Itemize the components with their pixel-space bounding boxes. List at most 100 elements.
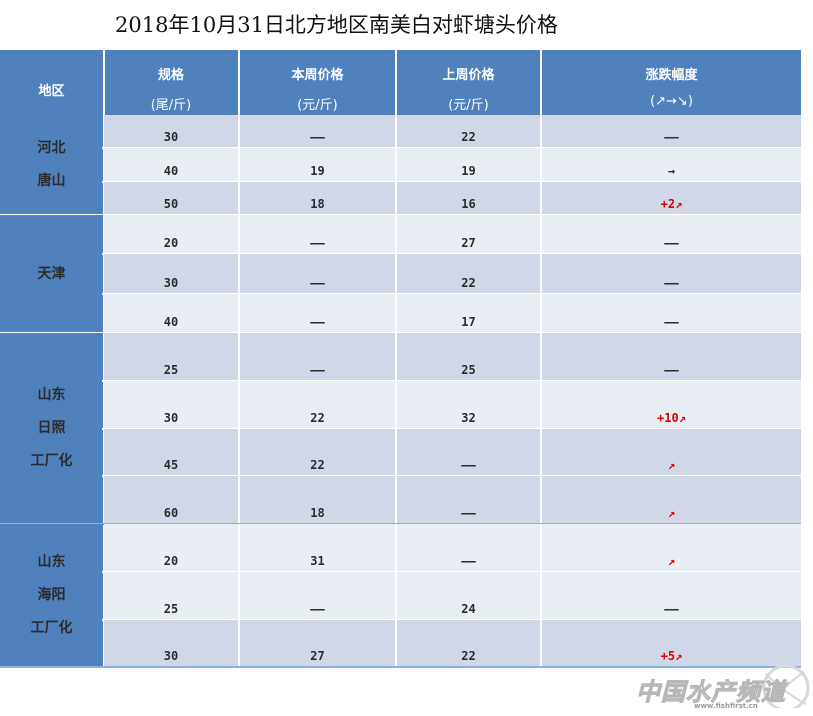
region-label: 工厂化 [30, 620, 73, 636]
header-last-week: 上周价格 (元/斤) [397, 50, 540, 115]
column-divider [540, 429, 542, 476]
spec-cell: 30 [163, 130, 179, 144]
region-label: 天津 [37, 265, 66, 282]
change-cell: ↗ [667, 554, 676, 568]
spec-cell: 30 [163, 276, 179, 290]
table-row: 20 —— 27 —— [104, 215, 801, 254]
column-divider [238, 115, 240, 148]
spec-cell: 30 [163, 649, 179, 663]
column-divider [238, 572, 240, 620]
last-week-cell: —— [461, 458, 476, 472]
globe-icon [762, 664, 810, 708]
this-week-cell: 31 [310, 554, 325, 568]
column-divider [238, 524, 240, 572]
spec-cell: 25 [163, 363, 179, 377]
header-region: 地区 [0, 50, 103, 115]
this-week-cell: 19 [310, 164, 325, 178]
last-week-cell: 25 [461, 363, 476, 377]
change-cell: —— [664, 363, 679, 377]
column-divider [540, 476, 542, 524]
region-cell: 山东 日照 工厂化 [0, 333, 103, 524]
table-row: 30 —— 22 —— [104, 254, 801, 294]
table-row: 40 —— 17 —— [104, 294, 801, 333]
column-divider [238, 182, 240, 215]
change-cell: ↗ [667, 506, 676, 520]
column-divider [540, 182, 542, 215]
column-divider [238, 476, 240, 524]
column-divider [540, 620, 542, 667]
column-divider [238, 294, 240, 333]
this-week-cell: —— [310, 130, 325, 144]
this-week-cell: —— [310, 602, 325, 616]
region-label: 工厂化 [30, 453, 73, 469]
region-label: 山东 [37, 554, 66, 570]
column-divider [540, 333, 542, 381]
column-divider [540, 215, 542, 254]
column-divider [395, 215, 397, 254]
change-cell: → [667, 164, 676, 178]
change-cell: ↗ [667, 458, 676, 472]
this-week-cell: 18 [310, 506, 325, 520]
header-divider [103, 50, 105, 115]
header-this-week-label: 本周价格 [291, 68, 344, 83]
table-row: 25 —— 25 —— [104, 333, 801, 381]
header-this-week-unit: (元/斤) [297, 98, 338, 113]
change-cell: —— [664, 130, 679, 144]
this-week-cell: 18 [310, 197, 325, 211]
last-week-cell: 27 [461, 236, 476, 250]
table-row: 45 22 —— ↗ [104, 429, 801, 476]
header-change-label: 涨跌幅度 [645, 68, 698, 83]
column-divider [540, 381, 542, 429]
last-week-cell: 24 [461, 602, 476, 616]
column-divider [238, 381, 240, 429]
header-divider [540, 50, 542, 115]
change-cell: —— [664, 602, 679, 616]
region-label: 河北 [37, 140, 66, 156]
header-change: 涨跌幅度 (↗→↘) [542, 50, 801, 115]
header-this-week: 本周价格 (元/斤) [240, 50, 395, 115]
column-divider [395, 524, 397, 572]
table-row: 60 18 —— ↗ [104, 476, 801, 524]
spec-cell: 20 [163, 554, 179, 568]
header-region-label: 地区 [38, 84, 65, 99]
column-divider [395, 182, 397, 215]
table-row: 30 27 22 +5↗ [104, 620, 801, 667]
column-divider [238, 215, 240, 254]
change-cell: +2↗ [660, 197, 683, 211]
change-cell: +10↗ [657, 411, 686, 425]
column-divider [540, 572, 542, 620]
header-spec: 规格 (尾/斤) [104, 50, 238, 115]
column-divider [540, 294, 542, 333]
header-divider [238, 50, 240, 115]
this-week-cell: —— [310, 236, 325, 250]
header-divider [395, 50, 397, 115]
column-divider [238, 148, 240, 182]
last-week-cell: 22 [461, 276, 476, 290]
spec-cell: 45 [163, 458, 179, 472]
column-divider [540, 524, 542, 572]
spec-cell: 40 [163, 164, 179, 178]
region-cell: 河北 唐山 [0, 115, 103, 215]
change-cell: —— [664, 315, 679, 329]
watermark-text: 中国水产频道 [636, 677, 786, 707]
change-cell: +5↗ [660, 649, 683, 663]
this-week-cell: —— [310, 315, 325, 329]
table-row: 25 —— 24 —— [104, 572, 801, 620]
last-week-cell: —— [461, 554, 476, 568]
header-change-unit: (↗→↘) [650, 94, 693, 109]
table-row: 40 19 19 → [104, 148, 801, 182]
group-divider [0, 666, 801, 668]
table-row: 30 —— 22 —— [104, 115, 801, 148]
column-divider [395, 572, 397, 620]
column-divider [540, 254, 542, 294]
region-cell: 天津 [0, 215, 103, 333]
this-week-cell: 22 [310, 458, 325, 472]
this-week-cell: —— [310, 276, 325, 290]
column-divider [395, 476, 397, 524]
column-divider [238, 429, 240, 476]
column-divider [238, 620, 240, 667]
last-week-cell: 19 [461, 164, 476, 178]
column-divider [540, 148, 542, 182]
table-row: 50 18 16 +2↗ [104, 182, 801, 215]
region-cell: 山东 海阳 工厂化 [0, 524, 103, 667]
